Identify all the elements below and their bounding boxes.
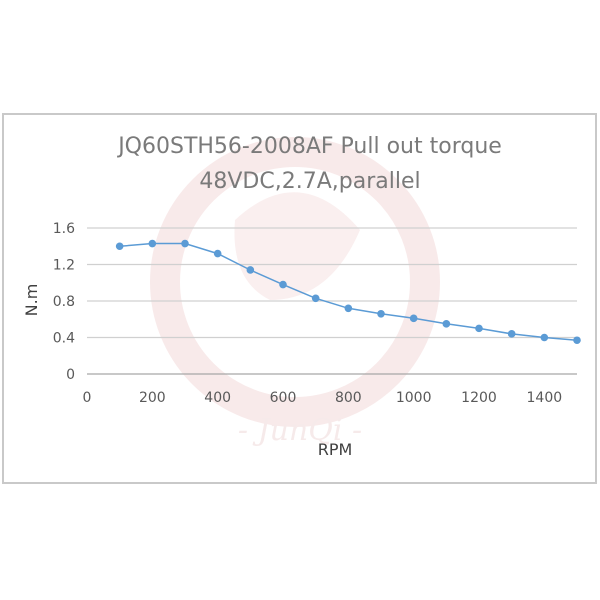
x-tick-label: 1400 xyxy=(527,390,563,406)
data-point xyxy=(213,249,222,258)
tick-labels: 0 0.4 0.8 1.2 1.6 0 200 400 600 800 1000 1200 1400 xyxy=(53,221,562,406)
chart-title: JQ60STH56-2008AF Pull out torque xyxy=(116,134,502,159)
y-tick-label: 0 xyxy=(66,367,75,383)
x-tick-label: 400 xyxy=(204,390,231,406)
y-tick-label: 1.2 xyxy=(53,258,75,274)
data-point xyxy=(540,333,549,342)
data-point xyxy=(115,242,124,251)
data-point xyxy=(148,239,157,248)
y-tick-label: 1.6 xyxy=(53,221,75,237)
data-point xyxy=(409,314,418,323)
x-axis-label: RPM xyxy=(318,440,353,459)
data-point xyxy=(344,304,353,313)
data-point xyxy=(181,239,189,248)
x-tick-label: 1200 xyxy=(461,390,497,406)
x-tick-label: 600 xyxy=(270,390,297,406)
data-point xyxy=(311,294,320,303)
plot-area xyxy=(115,239,581,345)
x-tick-label: 200 xyxy=(139,390,166,406)
data-point xyxy=(507,330,516,338)
chart-subtitle: 48VDC,2.7A,parallel xyxy=(199,169,420,194)
data-point xyxy=(246,266,255,274)
data-point xyxy=(573,336,581,345)
watermark-logo: - JunQi - xyxy=(150,137,440,448)
y-tick-label: 0.4 xyxy=(53,331,75,347)
data-point xyxy=(279,280,287,289)
y-tick-label: 0.8 xyxy=(53,294,75,310)
data-point xyxy=(442,320,451,328)
y-axis-label: N.m xyxy=(22,284,41,317)
x-tick-label: 0 xyxy=(83,390,92,406)
data-point xyxy=(377,309,385,318)
data-point xyxy=(475,324,483,333)
watermark-text: - JunQi - xyxy=(238,413,362,448)
x-tick-label: 800 xyxy=(335,390,362,406)
grid-lines xyxy=(87,227,577,375)
x-tick-label: 1000 xyxy=(396,390,432,406)
